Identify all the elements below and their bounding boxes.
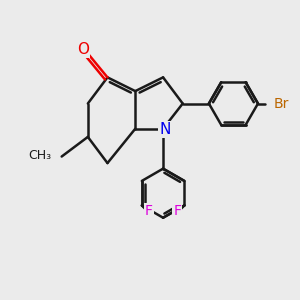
- Text: N: N: [159, 122, 170, 137]
- Text: F: F: [173, 204, 181, 218]
- Text: Br: Br: [273, 97, 289, 110]
- Text: CH₃: CH₃: [29, 149, 52, 162]
- Text: F: F: [145, 204, 153, 218]
- Text: O: O: [77, 42, 89, 57]
